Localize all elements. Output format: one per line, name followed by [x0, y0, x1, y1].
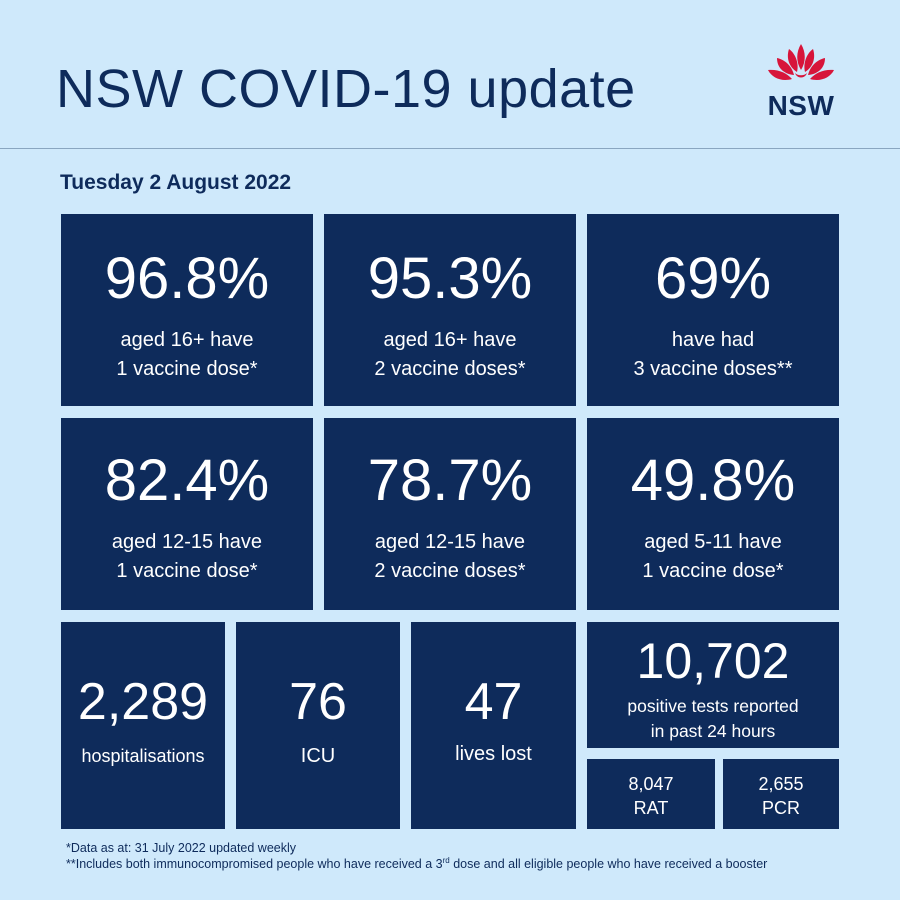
- stat-value: 78.7%: [367, 448, 533, 513]
- stat-caption-line1: have had: [671, 329, 755, 351]
- rat-tile: 8,047 RAT: [587, 759, 715, 829]
- stat-caption-line2: 2 vaccine doses*: [374, 560, 526, 582]
- rat-label: RAT: [633, 798, 669, 818]
- stat-value: 49.8%: [630, 448, 796, 513]
- stat-tile: 78.7% aged 12-15 have 2 vaccine doses*: [324, 418, 576, 610]
- stat-tile: 69% have had 3 vaccine doses**: [587, 214, 839, 406]
- stat-tile: 82.4% aged 12-15 have 1 vaccine dose*: [61, 418, 313, 610]
- hospitalisations-label: hospitalisations: [81, 746, 205, 766]
- stat-caption-line1: aged 12-15 have: [374, 531, 526, 553]
- positive-tests-line2: in past 24 hours: [650, 721, 776, 741]
- pcr-value: 2,655: [758, 774, 804, 794]
- nsw-logo: NSW: [758, 40, 844, 124]
- hospitalisations-tile: 2,289 hospitalisations: [61, 622, 225, 829]
- logo-text: NSW: [767, 90, 835, 121]
- lives-lost-value: 47: [464, 673, 523, 731]
- report-date: Tuesday 2 August 2022: [60, 171, 292, 194]
- hospitalisations-value: 2,289: [77, 673, 209, 731]
- stat-value: 95.3%: [367, 246, 533, 311]
- footnotes: *Data as at: 31 July 2022 updated weekly…: [66, 840, 866, 872]
- stat-caption-line2: 1 vaccine dose*: [116, 560, 258, 582]
- lives-lost-label: lives lost: [455, 743, 532, 765]
- stat-tile: 49.8% aged 5-11 have 1 vaccine dose*: [587, 418, 839, 610]
- footnote-third-dose: **Includes both immunocompromised people…: [66, 856, 866, 872]
- lives-lost-tile: 47 lives lost: [411, 622, 576, 829]
- stat-tile: 96.8% aged 16+ have 1 vaccine dose*: [61, 214, 313, 406]
- footnote-text-cont: dose and all eligible people who have re…: [449, 857, 768, 871]
- icu-tile: 76 ICU: [236, 622, 400, 829]
- footnote-text: **Includes both immunocompromised people…: [66, 857, 443, 871]
- positive-tests-value: 10,702: [636, 633, 790, 689]
- stat-caption-line2: 2 vaccine doses*: [374, 358, 526, 380]
- pcr-label: PCR: [761, 798, 800, 818]
- stat-caption-line1: aged 16+ have: [383, 329, 517, 351]
- icu-value: 76: [289, 673, 347, 731]
- waratah-icon: [768, 44, 834, 80]
- stat-caption-line2: 1 vaccine dose*: [642, 560, 784, 582]
- rat-value: 8,047: [628, 774, 674, 794]
- positive-tests-tile: 10,702 positive tests reported in past 2…: [587, 622, 839, 748]
- icu-label: ICU: [300, 745, 336, 767]
- stat-value: 82.4%: [104, 448, 270, 513]
- header: NSW COVID-19 update NSW: [0, 0, 900, 148]
- stat-value: 96.8%: [104, 246, 270, 311]
- stat-value: 69%: [654, 246, 772, 311]
- page-title: NSW COVID-19 update: [56, 59, 636, 119]
- divider: [0, 148, 900, 149]
- stat-tile: 95.3% aged 16+ have 2 vaccine doses*: [324, 214, 576, 406]
- footnote-data-date: *Data as at: 31 July 2022 updated weekly: [66, 841, 297, 855]
- stat-caption-line1: aged 12-15 have: [111, 531, 263, 553]
- footnote-superscript: rd: [442, 855, 450, 865]
- stat-caption-line1: aged 5-11 have: [644, 531, 782, 553]
- stat-caption-line2: 1 vaccine dose*: [116, 358, 258, 380]
- pcr-tile: 2,655 PCR: [723, 759, 839, 829]
- stat-caption-line1: aged 16+ have: [120, 329, 254, 351]
- positive-tests-line1: positive tests reported: [627, 696, 799, 716]
- stat-caption-line2: 3 vaccine doses**: [633, 358, 793, 380]
